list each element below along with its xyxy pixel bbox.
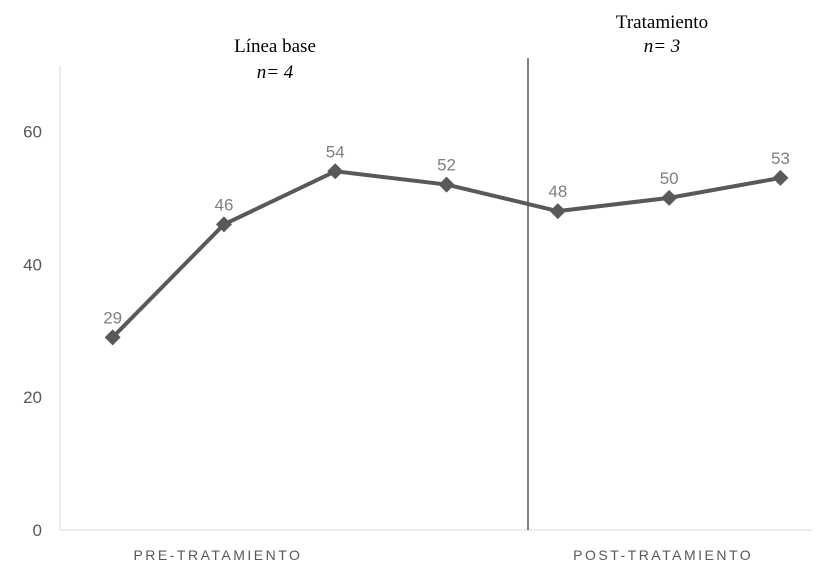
marker — [327, 163, 344, 180]
data-label: 52 — [437, 156, 456, 175]
marker — [104, 329, 121, 346]
marker — [772, 169, 789, 186]
y-tick-label: 20 — [23, 388, 42, 407]
data-label: 46 — [214, 195, 233, 214]
data-label: 50 — [660, 169, 679, 188]
marker — [549, 203, 566, 220]
annotation: Tratamiento — [616, 12, 708, 33]
marker — [215, 216, 232, 233]
y-tick-label: 60 — [23, 122, 42, 141]
marker — [438, 176, 455, 193]
data-label: 29 — [103, 308, 122, 327]
y-tick-label: 0 — [33, 521, 42, 540]
data-label: 54 — [326, 142, 345, 161]
data-label: 48 — [548, 182, 567, 201]
annotation: n= 3 — [644, 36, 681, 57]
marker — [661, 189, 678, 206]
annotation: Línea base — [234, 36, 316, 57]
x-tick-label: POST-TRATAMIENTO — [573, 547, 753, 563]
x-tick-label: PRE-TRATAMIENTO — [133, 547, 302, 563]
line — [111, 169, 781, 339]
annotation: n= 4 — [257, 62, 294, 83]
y-tick-label: 40 — [23, 255, 42, 274]
data-label: 53 — [771, 149, 790, 168]
